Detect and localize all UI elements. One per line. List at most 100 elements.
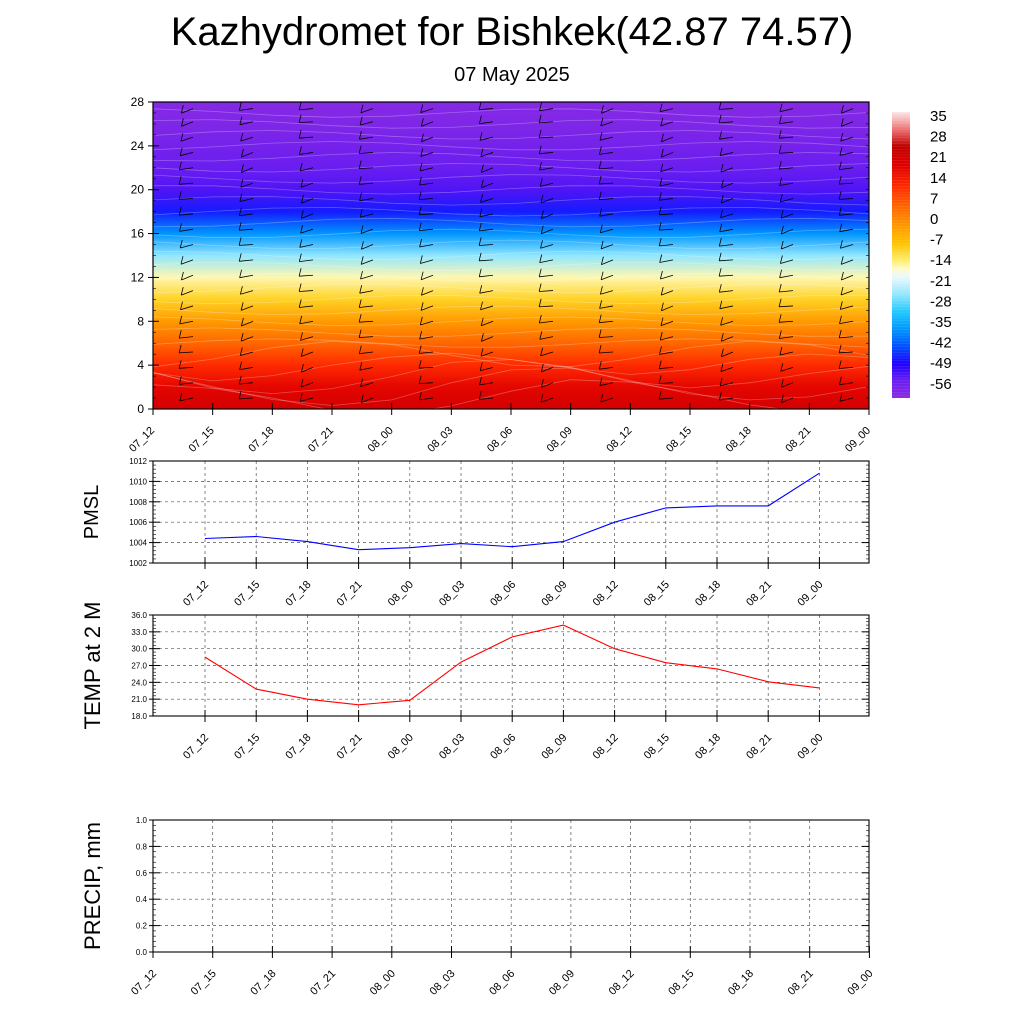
wind-barb-flag bbox=[719, 300, 723, 309]
wind-barb bbox=[420, 274, 434, 281]
wind-barb-flag bbox=[659, 332, 663, 341]
wind-barb bbox=[299, 259, 314, 262]
wind-barb bbox=[659, 351, 674, 355]
wind-barb bbox=[240, 305, 254, 311]
wind-barb-flag bbox=[598, 329, 602, 338]
wind-barb bbox=[481, 182, 494, 189]
x-tick-label: 08_00 bbox=[368, 968, 398, 998]
wind-barb-flag bbox=[178, 376, 182, 385]
wind-barb-flag bbox=[719, 223, 723, 232]
wind-barb-flag bbox=[659, 346, 662, 355]
wind-barb bbox=[359, 136, 374, 140]
wind-barb-flag bbox=[540, 394, 544, 403]
wind-barb-flag bbox=[540, 363, 544, 372]
contour-line bbox=[153, 352, 869, 382]
wind-barb bbox=[599, 305, 614, 309]
wind-barb-flag bbox=[780, 255, 783, 264]
wind-barb-flag bbox=[599, 377, 603, 386]
wind-barb bbox=[541, 213, 554, 219]
wind-barb bbox=[419, 167, 434, 172]
wind-barb bbox=[781, 382, 794, 388]
wind-barb bbox=[480, 152, 494, 157]
wind-barb-flag bbox=[240, 286, 243, 295]
wind-barb-flag bbox=[358, 345, 362, 354]
x-tick-label: 08_18 bbox=[726, 968, 756, 998]
wind-barb bbox=[539, 108, 554, 112]
wind-barb-flag bbox=[599, 208, 602, 217]
wind-barb bbox=[539, 152, 554, 155]
y-axis-label: TEMP at 2 M bbox=[80, 602, 105, 730]
wind-barb bbox=[539, 167, 554, 171]
wind-barb bbox=[839, 397, 854, 402]
wind-barb bbox=[719, 290, 734, 293]
page-subtitle: 07 May 2025 bbox=[454, 64, 570, 86]
colorbar-label: -49 bbox=[930, 355, 952, 372]
y-tick-label: 30.0 bbox=[131, 645, 147, 654]
wind-barb bbox=[599, 382, 614, 387]
wind-barb-flag bbox=[719, 392, 722, 401]
wind-barb bbox=[360, 108, 374, 114]
wind-barb bbox=[299, 305, 314, 308]
wind-barb-flag bbox=[359, 116, 363, 126]
wind-barb bbox=[839, 320, 854, 324]
wind-barb-flag bbox=[839, 147, 843, 156]
wind-barb bbox=[539, 336, 554, 340]
wind-barb-flag bbox=[479, 376, 482, 385]
wind-barb-flag bbox=[660, 117, 664, 126]
wind-barb-flag bbox=[720, 209, 723, 218]
x-tick-label: 08_06 bbox=[488, 579, 518, 609]
x-tick-label: 07_12 bbox=[127, 425, 157, 455]
wind-barb bbox=[601, 259, 614, 265]
wind-barb bbox=[839, 152, 854, 156]
wind-barb bbox=[779, 336, 794, 339]
wind-barb-flag bbox=[601, 256, 604, 265]
wind-barb bbox=[780, 366, 794, 372]
wind-barb bbox=[840, 305, 854, 310]
wind-barb bbox=[479, 228, 494, 232]
wind-barb bbox=[359, 198, 374, 202]
wind-barb-flag bbox=[599, 132, 603, 141]
wind-barb bbox=[719, 228, 734, 233]
wind-barb-flag bbox=[418, 375, 422, 384]
wind-barb-flag bbox=[839, 223, 843, 232]
y-tick-label: 0 bbox=[137, 402, 144, 416]
wind-barb-flag bbox=[659, 254, 663, 263]
wind-barb bbox=[359, 290, 374, 294]
wind-barb bbox=[239, 366, 254, 371]
wind-barb-flag bbox=[419, 255, 423, 264]
wind-barb bbox=[301, 213, 314, 219]
wind-barb-flag bbox=[240, 333, 244, 342]
wind-barb bbox=[779, 108, 794, 113]
wind-barb bbox=[239, 198, 254, 202]
wind-barb-flag bbox=[539, 178, 543, 187]
wind-barb bbox=[661, 136, 674, 143]
wind-barb bbox=[359, 182, 374, 185]
wind-barb-flag bbox=[538, 283, 542, 292]
wind-barb-flag bbox=[419, 391, 422, 400]
wind-barb bbox=[599, 152, 614, 155]
x-tick-label: 08_06 bbox=[487, 968, 517, 998]
wind-barb bbox=[719, 305, 734, 310]
wind-barb bbox=[360, 228, 374, 234]
wind-barb bbox=[420, 259, 434, 264]
wind-barb-flag bbox=[540, 225, 544, 234]
wind-barb bbox=[479, 108, 494, 111]
y-tick-label: 4 bbox=[137, 358, 144, 372]
wind-barb bbox=[601, 108, 614, 114]
colorbar-label: -35 bbox=[930, 314, 952, 331]
wind-barb bbox=[479, 259, 494, 262]
wind-barb bbox=[781, 397, 794, 404]
wind-barb bbox=[659, 259, 674, 263]
x-tick-label: 07_21 bbox=[308, 968, 338, 998]
wind-barb bbox=[840, 244, 854, 249]
y-tick-label: 1004 bbox=[129, 539, 147, 548]
wind-barb bbox=[479, 213, 494, 218]
y-tick-label: 16 bbox=[131, 227, 145, 241]
wind-barb bbox=[180, 136, 194, 142]
wind-barb-flag bbox=[598, 344, 602, 354]
wind-barb-flag bbox=[241, 164, 244, 173]
wind-barb-flag bbox=[658, 192, 662, 201]
wind-barb-flag bbox=[480, 148, 484, 157]
wind-barb bbox=[779, 136, 794, 139]
wind-barb bbox=[660, 121, 674, 127]
